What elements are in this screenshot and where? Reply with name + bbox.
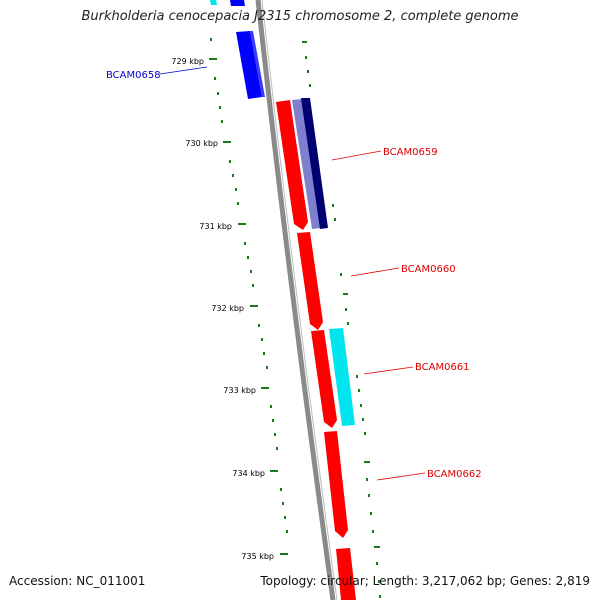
tick-734: 734 kbp (232, 469, 278, 478)
gene-label-bcam0660[interactable]: BCAM0660 (401, 264, 456, 275)
genome-summary-text: Topology: circular; Length: 3,217,062 bp… (260, 574, 590, 588)
chromosome-backbone (255, 0, 336, 600)
gene-label-bcam0662[interactable]: BCAM0662 (427, 469, 482, 480)
cds-bcam0661 (311, 330, 337, 428)
tick-731: 731 kbp (199, 222, 246, 231)
map-title: Burkholderia cenocepacia J2315 chromosom… (81, 9, 519, 24)
chromosome-backbone-highlight (261, 0, 338, 600)
tick-label-730: 730 kbp (185, 139, 218, 148)
tick-label-735: 735 kbp (241, 552, 274, 561)
tick-label-732: 732 kbp (211, 304, 244, 313)
tick-733: 733 kbp (223, 386, 269, 395)
cds-cyan-top (210, 0, 217, 5)
tick-735: 735 kbp (241, 552, 288, 561)
tick-label-731: 731 kbp (199, 222, 232, 231)
cds-bcam0659-homolog-light (292, 99, 322, 229)
cds-bcam0660 (297, 232, 323, 330)
cds-blue-top (230, 0, 245, 6)
leader-bcam0658 (159, 66, 208, 75)
tick-label-729: 729 kbp (171, 57, 204, 66)
leader-bcam0660 (350, 267, 400, 277)
cds-bcam0659 (276, 100, 308, 230)
leader-bcam0659 (331, 150, 382, 161)
cds-bottom-partial (336, 548, 356, 600)
leader-bcam0661 (363, 366, 414, 375)
tick-729: 729 kbp (171, 57, 217, 66)
tick-730: 730 kbp (185, 139, 231, 148)
tick-label-734: 734 kbp (232, 469, 265, 478)
cds-bcam0659-homolog-dark (301, 98, 328, 229)
cds-bcam0658-shade (250, 31, 265, 97)
cds-bcam0658 (236, 31, 262, 99)
tick-label-733: 733 kbp (223, 386, 256, 395)
accession-text: Accession: NC_011001 (9, 574, 146, 588)
tick-732: 732 kbp (211, 304, 258, 313)
gene-label-bcam0658[interactable]: BCAM0658 (106, 70, 161, 81)
gene-label-bcam0659[interactable]: BCAM0659 (383, 147, 438, 158)
leader-bcam0662 (376, 472, 426, 481)
outer-ticks (302, 41, 381, 598)
cds-bcam0661-cyan (329, 328, 355, 426)
gene-label-bcam0661[interactable]: BCAM0661 (415, 362, 470, 373)
cds-bcam0662 (324, 431, 348, 538)
inner-ticks (210, 38, 288, 533)
